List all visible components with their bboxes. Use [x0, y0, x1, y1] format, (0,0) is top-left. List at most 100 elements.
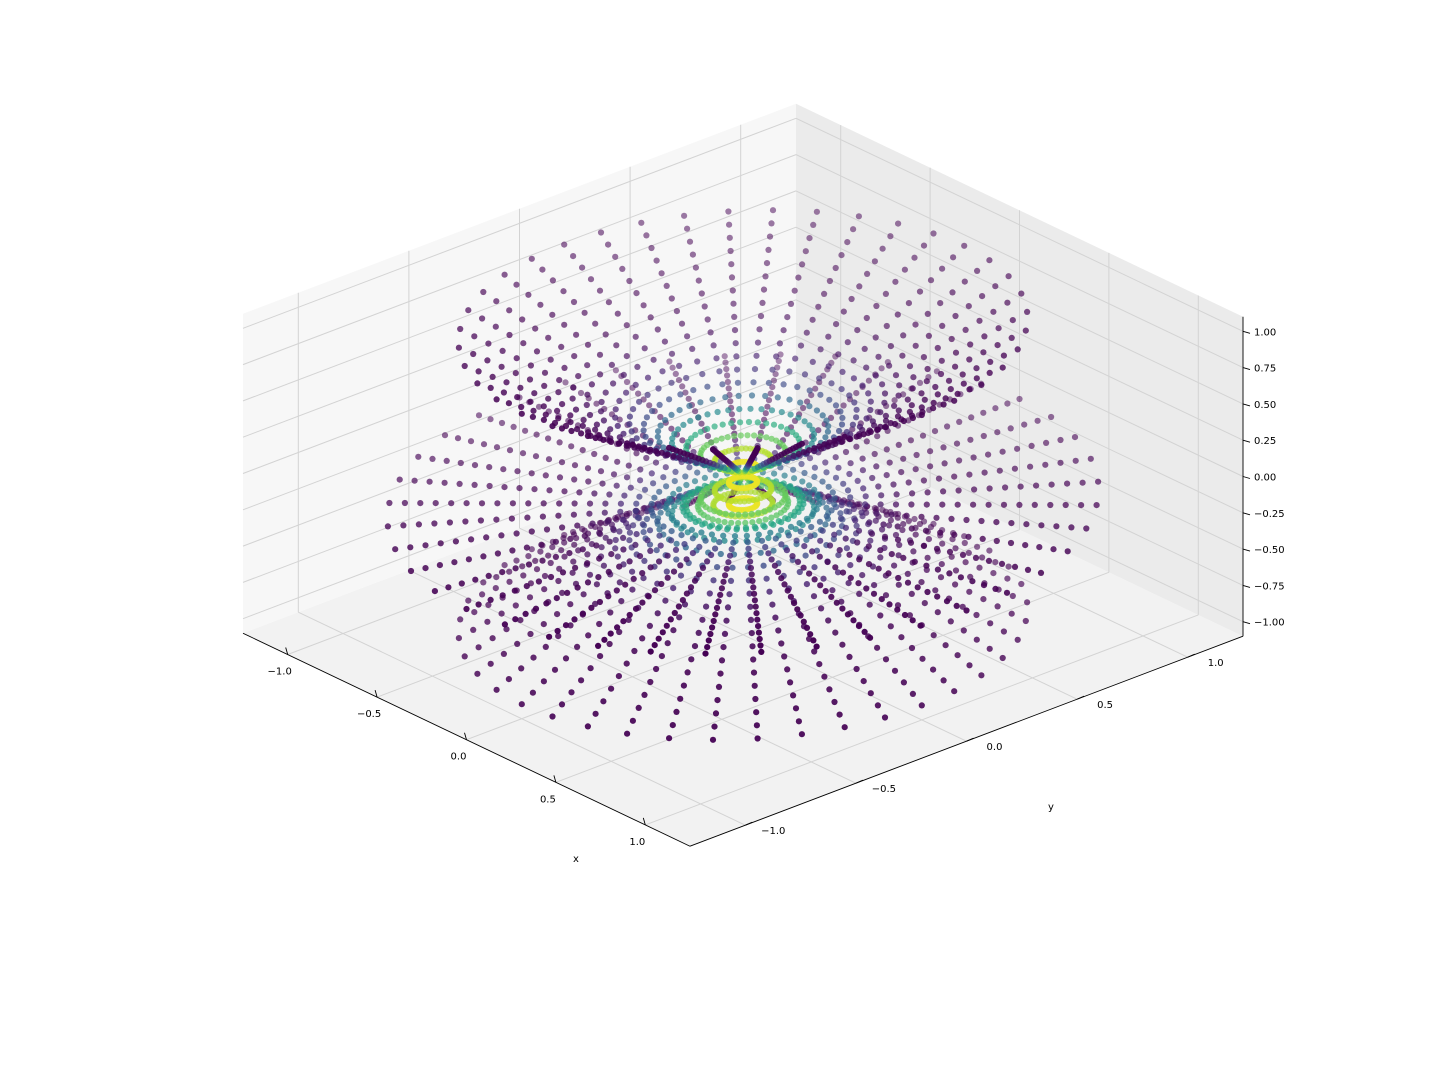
data-point: [641, 557, 648, 565]
data-point: [463, 500, 470, 507]
data-point: [742, 445, 750, 452]
data-point: [798, 731, 806, 738]
data-point: [622, 581, 629, 588]
data-point: [754, 445, 761, 452]
data-point: [894, 523, 901, 530]
data-point: [656, 401, 663, 408]
data-point: [826, 542, 834, 549]
data-point: [612, 367, 620, 374]
data-point: [922, 527, 930, 534]
data-point: [480, 579, 487, 586]
data-point: [647, 678, 654, 686]
data-point: [595, 642, 602, 650]
data-point: [500, 389, 507, 396]
data-point: [668, 350, 676, 357]
data-point: [694, 358, 701, 365]
data-point: [721, 630, 729, 638]
data-point: [848, 295, 855, 303]
data-point: [981, 333, 988, 340]
data-point: [535, 403, 543, 410]
data-point: [979, 293, 986, 300]
data-point: [644, 391, 651, 398]
data-point: [810, 593, 818, 600]
data-point: [602, 331, 609, 338]
x-tick: [553, 775, 557, 783]
data-point: [480, 288, 487, 296]
data-point: [720, 644, 727, 651]
data-point: [484, 618, 491, 625]
data-point: [868, 530, 876, 537]
data-point: [704, 383, 711, 390]
data-point: [600, 698, 607, 705]
data-point: [808, 523, 815, 531]
data-point: [556, 377, 563, 384]
data-point: [1042, 461, 1049, 468]
data-point: [878, 492, 885, 499]
y-tick: [966, 737, 974, 742]
data-point: [807, 631, 814, 638]
data-point: [654, 518, 661, 525]
data-point: [657, 542, 664, 549]
data-point: [863, 415, 870, 422]
data-point: [810, 637, 817, 644]
data-point: [758, 648, 765, 656]
data-point: [946, 570, 953, 577]
data-point: [725, 208, 732, 215]
data-point: [853, 406, 860, 413]
data-point: [661, 338, 669, 345]
data-point: [682, 473, 689, 480]
data-point: [778, 541, 785, 548]
data-point: [910, 374, 917, 381]
data-point: [662, 417, 669, 424]
data-point: [918, 411, 925, 419]
z-tick: [1242, 330, 1251, 334]
data-point: [1018, 290, 1025, 297]
data-point: [686, 402, 693, 409]
data-point: [485, 572, 492, 580]
data-point: [448, 500, 455, 507]
data-point: [864, 270, 871, 277]
data-point: [608, 438, 615, 445]
data-point: [564, 589, 571, 597]
data-point: [780, 327, 787, 334]
data-point: [802, 248, 809, 255]
data-point: [949, 289, 956, 296]
data-point: [803, 329, 810, 336]
data-point: [566, 550, 573, 557]
data-point: [891, 562, 898, 569]
z-tick-label: 1.00: [1254, 327, 1276, 338]
data-point: [898, 469, 905, 476]
y-tick-label: 1.0: [1208, 658, 1224, 669]
data-point: [959, 551, 967, 559]
data-point: [796, 520, 803, 527]
data-point: [499, 592, 506, 599]
data-point: [623, 378, 631, 386]
data-point: [681, 541, 688, 548]
data-point: [946, 548, 954, 556]
data-point: [985, 451, 992, 458]
data-point: [616, 563, 623, 570]
data-point: [866, 519, 873, 526]
data-point: [927, 463, 934, 470]
data-point: [809, 316, 816, 323]
data-point: [923, 562, 930, 569]
data-point: [780, 381, 787, 388]
data-point: [923, 378, 930, 385]
data-point: [652, 459, 660, 466]
data-point: [601, 509, 608, 516]
data-point: [737, 432, 744, 439]
data-point: [840, 308, 847, 315]
data-point: [592, 710, 599, 717]
data-point: [602, 500, 609, 507]
data-point: [647, 547, 654, 555]
data-point: [465, 597, 472, 604]
data-point: [712, 710, 720, 717]
data-point: [826, 498, 833, 505]
data-point: [680, 523, 687, 530]
data-point: [432, 500, 439, 507]
data-point: [900, 455, 907, 462]
data-point: [523, 544, 531, 551]
data-point: [712, 611, 719, 618]
data-point: [670, 585, 677, 592]
data-point: [750, 584, 757, 591]
